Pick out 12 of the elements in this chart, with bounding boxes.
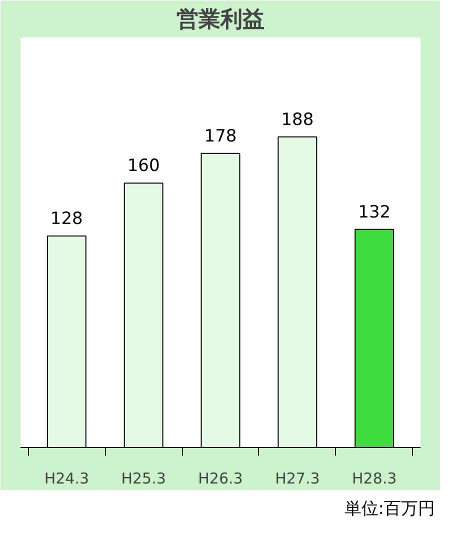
- x-tick-label: H28.3: [352, 470, 397, 488]
- data-label: 160: [127, 156, 160, 176]
- x-tick-label: H25.3: [121, 470, 166, 488]
- x-tick-label: H26.3: [198, 470, 243, 488]
- x-tick-label: H27.3: [275, 470, 320, 488]
- chart-title: 営業利益: [176, 8, 264, 32]
- data-label: 132: [358, 202, 391, 222]
- text: 単位:百万円: [344, 498, 435, 521]
- data-label: 128: [50, 209, 83, 230]
- data-label: 188: [281, 110, 314, 130]
- data-label: 178: [204, 126, 237, 146]
- x-tick-label: H24.3: [44, 470, 89, 488]
